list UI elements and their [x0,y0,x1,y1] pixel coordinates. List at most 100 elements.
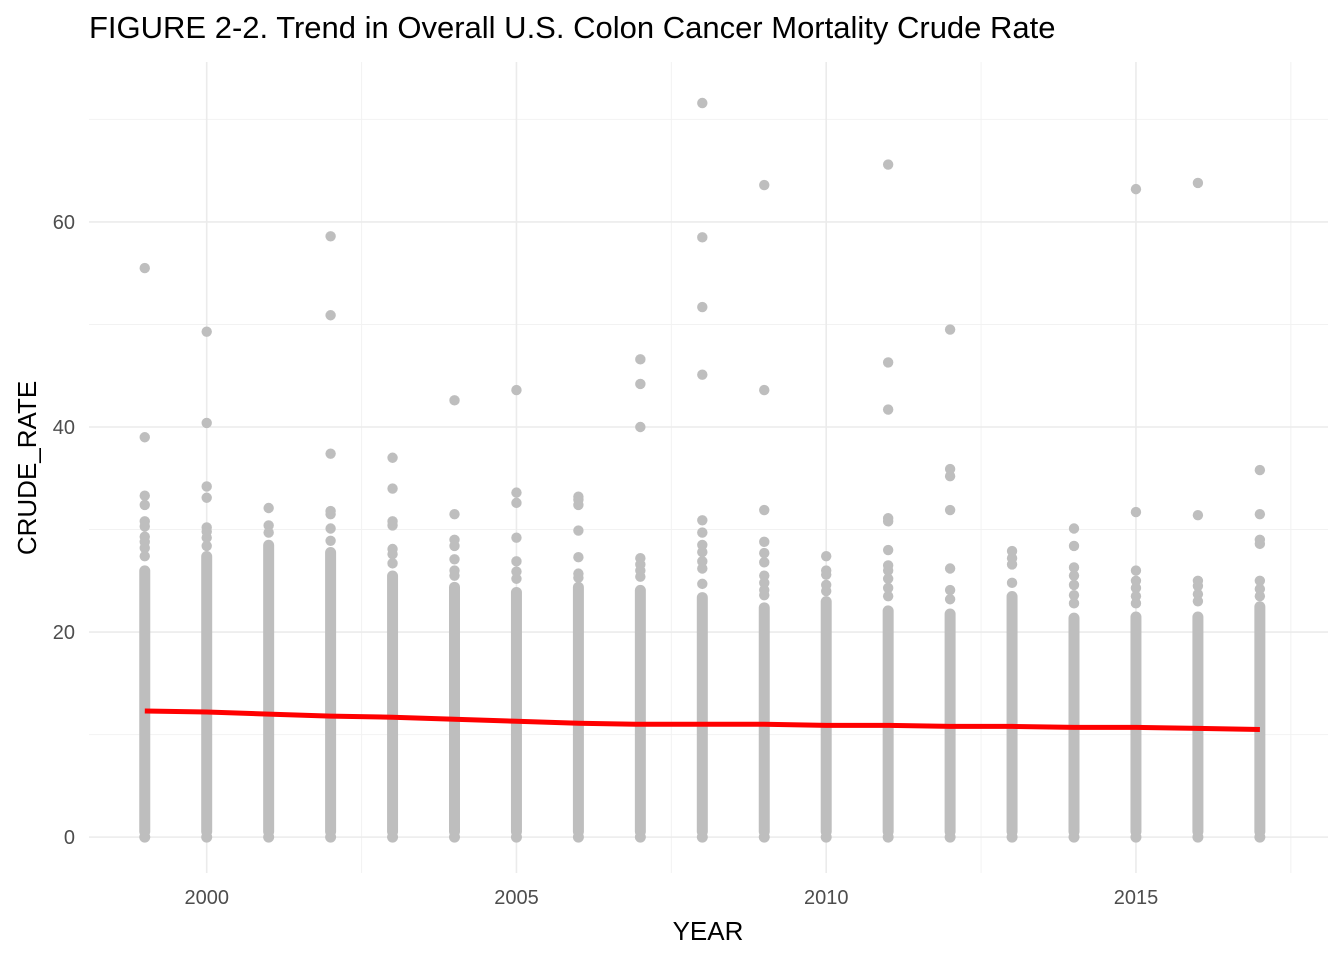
trend-line [144,708,1260,732]
data-point [387,558,398,569]
data-point [139,432,150,443]
data-point [1130,598,1142,609]
data-point [263,502,274,514]
data-point [449,508,460,520]
dense-points-band [1192,611,1204,838]
data-point [1068,562,1080,573]
data-point [696,831,708,843]
data-point [1068,589,1080,601]
data-point [1192,177,1204,189]
data-point [1254,575,1266,586]
data-point [263,520,274,531]
data-point [1068,523,1080,534]
data-point [1006,545,1018,557]
data-point [325,831,337,843]
data-point [759,557,770,568]
data-point [882,357,894,368]
data-point [1254,538,1266,550]
data-point [1130,506,1142,518]
year-column-2008 [696,97,708,843]
data-point [449,831,461,843]
year-column-2011 [882,159,894,843]
year-column-2002 [325,231,337,843]
data-point [139,499,150,511]
data-point [139,550,150,562]
data-point [201,540,212,552]
data-point [511,573,522,584]
data-point [882,404,894,415]
data-point [1192,588,1204,600]
data-point [697,539,708,551]
data-point [759,577,770,589]
data-point [1254,831,1266,843]
data-point [821,585,832,597]
dense-points-band [882,605,894,838]
year-column-2010 [820,550,832,843]
data-point [573,552,584,563]
x-axis-ticks: 2000 2005 2010 2015 [184,887,1158,909]
data-point [1006,831,1018,843]
trend-line-group [144,708,1260,732]
dense-points-band [1130,611,1142,838]
year-column-2007 [634,354,646,843]
data-point [882,565,894,576]
year-column-2013 [1006,545,1018,843]
data-point [697,232,708,243]
data-point [759,384,770,396]
data-point [1006,577,1018,589]
data-point [697,515,708,526]
data-point [821,550,832,562]
data-point [510,831,522,843]
data-point [387,548,398,560]
dense-points-band [758,602,770,838]
data-point [1192,596,1204,607]
data-point [139,831,151,843]
data-point [1192,831,1204,843]
data-point [882,831,894,843]
data-point [882,159,894,170]
y-tick-label: 40 [53,417,75,439]
data-point [944,471,956,482]
data-point [820,831,832,843]
data-point [1254,583,1266,595]
data-point [635,571,646,582]
dense-points-band [139,565,151,838]
x-tick-label: 2015 [1114,887,1159,909]
data-point [511,556,522,567]
data-point [449,570,460,581]
data-point [1130,565,1142,576]
data-point [511,566,522,577]
data-point [1130,590,1142,602]
dense-points-band [1254,601,1266,838]
x-tick-label: 2000 [184,887,229,909]
data-points [139,97,1266,843]
year-column-2017 [1254,464,1266,843]
y-axis-ticks: 0 20 40 60 [53,212,75,849]
data-point [944,831,956,843]
data-point [325,508,336,520]
data-point [1068,540,1080,552]
data-point [201,481,212,492]
year-column-2014 [1068,523,1080,843]
dense-points-band [1068,612,1080,838]
data-point [697,97,708,109]
grid-lines [89,62,1328,873]
year-column-2000 [201,326,213,843]
dense-points-band [510,586,522,838]
data-point [759,589,770,601]
dense-points-band [325,546,337,838]
data-point [1254,464,1266,476]
data-point [1130,831,1142,843]
data-point [697,578,708,590]
data-point [511,532,522,543]
data-point [201,831,213,843]
dense-points-band [944,608,956,838]
data-point [944,463,956,475]
dense-points-band [1006,591,1018,838]
data-point [201,532,212,543]
data-point [325,448,336,459]
data-point [1068,598,1080,609]
year-column-2009 [758,179,770,843]
data-point [1130,183,1142,195]
data-point [387,520,398,531]
